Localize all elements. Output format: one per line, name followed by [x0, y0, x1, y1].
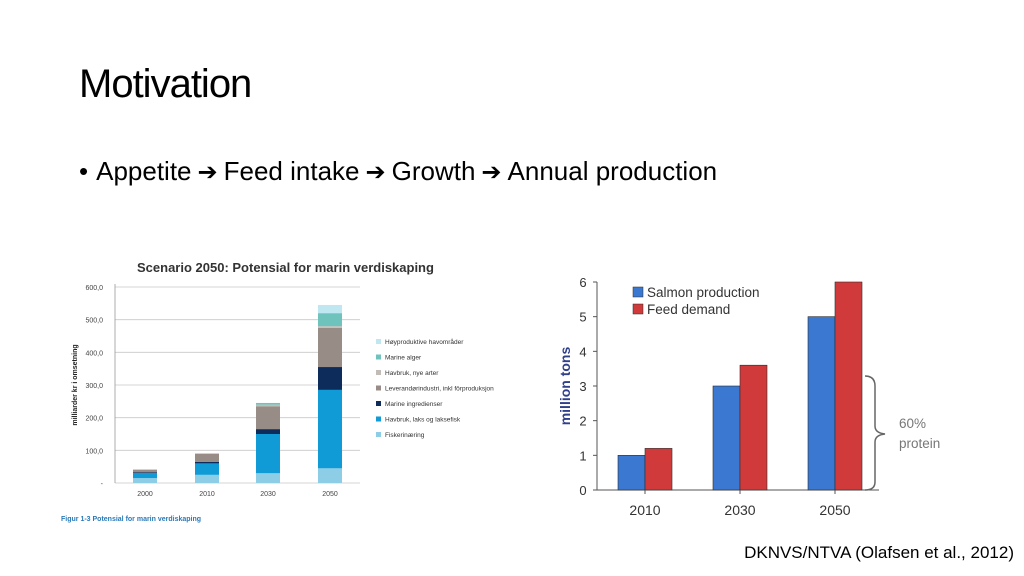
y-tick-label: 3: [579, 379, 586, 394]
y-tick-label: 100,0: [85, 448, 103, 455]
bullet-step-annual-production: Annual production: [507, 156, 718, 186]
annotation-label: protein: [899, 436, 940, 451]
legend-label: Salmon production: [647, 285, 760, 300]
citation: DKNVS/NTVA (Olafsen et al., 2012): [744, 543, 1014, 562]
bar-h-yproduktive-havomr-der-2050: [318, 304, 342, 314]
y-tick-label: 600,0: [85, 285, 103, 292]
bar-fiskerin-ring-2010: [195, 474, 219, 483]
legend-swatch: [632, 286, 644, 298]
legend-label: Marine alger: [385, 355, 422, 362]
legend-swatch: [376, 370, 381, 375]
x-tick-label: 2000: [137, 491, 153, 498]
x-tick-label: 2050: [819, 502, 850, 518]
bar-feed-demand-2050: [834, 281, 863, 491]
legend-swatch: [376, 385, 381, 391]
salmon-feed-chart: 0 1 2 3 4 5 6 million tons 2010 2030 2050 Salmon pr…: [557, 275, 940, 518]
x-tick-label: 2010: [629, 502, 660, 518]
bar-marine-ingredienser-2050: [318, 367, 342, 390]
annotation-percent: 60%: [899, 416, 926, 431]
bracket-annotation: [864, 375, 886, 491]
bar-havbruk-nye-arter-2050: [318, 326, 342, 328]
y-axis-label: milliarder kr i omsetning: [72, 344, 79, 425]
x-tick-label: 2010: [199, 491, 215, 498]
bar-havbruk-laks-og-laksefisk-2010: [195, 463, 219, 475]
bar-feed-demand-2030: [739, 364, 768, 491]
x-tick-label: 2030: [724, 502, 755, 518]
bar-leverand-rindustri-inkl-f-rproduksjon-2030: [256, 406, 280, 430]
y-tick-label: 4: [579, 344, 586, 359]
bullet-step-appetite: Appetite: [96, 156, 192, 186]
bar-havbruk-nye-arter-2030: [256, 404, 280, 407]
x-tick-label: 2050: [322, 491, 338, 498]
bar-marine-ingredienser-2030: [256, 429, 280, 434]
y-tick-label: -: [101, 481, 104, 488]
legend-label: Leverandørindustri, inkl fôrproduksjon: [385, 386, 494, 393]
legend-swatch: [376, 339, 381, 344]
legend-label: Høyproduktive havområder: [385, 338, 464, 346]
y-tick-label: 200,0: [85, 416, 103, 423]
bar-leverand-rindustri-inkl-f-rproduksjon-2010: [195, 453, 219, 462]
bar-fiskerin-ring-2030: [256, 473, 280, 483]
right-arrow-icon: ➔: [197, 159, 218, 186]
bar-fiskerin-ring-2050: [318, 468, 342, 483]
bullet-point: • Appetite ➔ Feed intake ➔ Growth ➔ Annual prod…: [79, 156, 717, 187]
bullet-step-feed-intake: Feed intake: [223, 156, 360, 186]
chart-title: Scenario 2050: Potensial for marin verdi…: [137, 260, 434, 275]
y-axis-label: million tons: [557, 347, 573, 426]
legend-swatch: [376, 401, 381, 406]
bar-fiskerin-ring-2000: [133, 478, 157, 483]
legend-label: Fiskerinæring: [385, 432, 425, 439]
right-arrow-icon: ➔: [365, 159, 386, 186]
scenario-2050-chart: Scenario 2050: Potensial for marin verdi…: [61, 260, 494, 523]
bar-salmon-production-2010: [617, 455, 646, 491]
bar-salmon-production-2030: [712, 385, 741, 491]
slide-title: Motivation: [79, 62, 252, 106]
y-tick-label: 1: [579, 448, 586, 463]
bullet-step-growth: Growth: [391, 156, 476, 186]
bar-havbruk-laks-og-laksefisk-2050: [318, 389, 342, 469]
bullet-dot: •: [79, 156, 89, 186]
bar-feed-demand-2010: [644, 448, 673, 491]
y-tick-label: 400,0: [85, 350, 103, 357]
legend-swatch: [632, 303, 644, 315]
y-tick-label: 2: [579, 414, 586, 429]
bar-marine-ingredienser-2000: [133, 472, 157, 474]
bar-salmon-production-2050: [807, 316, 836, 491]
figure-caption: Figur 1-3 Potensial for marin verdiskapi…: [61, 516, 201, 523]
legend-label: Havbruk, laks og laksefisk: [385, 417, 461, 424]
right-arrow-icon: ➔: [481, 159, 502, 186]
y-tick-label: 0: [579, 483, 586, 498]
y-tick-label: 6: [579, 275, 586, 290]
bar-havbruk-laks-og-laksefisk-2000: [133, 473, 157, 479]
bar-marine-ingredienser-2010: [195, 461, 219, 464]
y-tick-label: 500,0: [85, 318, 103, 325]
y-tick-label: 5: [579, 310, 586, 325]
legend-swatch: [376, 416, 381, 422]
legend-swatch: [376, 432, 381, 437]
bar-leverand-rindustri-inkl-f-rproduksjon-2050: [318, 327, 342, 368]
bar-marine-alger-2050: [318, 313, 342, 327]
bar-leverand-rindustri-inkl-f-rproduksjon-2000: [133, 469, 157, 473]
legend-swatch: [376, 354, 381, 360]
bar-marine-alger-2030: [256, 402, 280, 405]
bar-havbruk-laks-og-laksefisk-2030: [256, 434, 280, 474]
legend-label: Havbruk, nye arter: [385, 370, 439, 377]
x-tick-label: 2030: [260, 491, 276, 498]
legend-label: Feed demand: [647, 302, 730, 317]
y-tick-label: 300,0: [85, 383, 103, 390]
legend-label: Marine ingredienser: [385, 401, 443, 408]
